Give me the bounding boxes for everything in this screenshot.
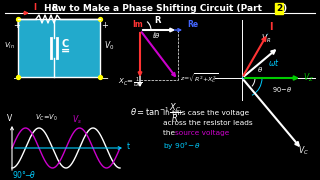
Text: C: C [61,39,68,49]
Text: $V_C\!=\!V_0$: $V_C\!=\!V_0$ [35,113,58,123]
Text: 2: 2 [276,4,282,13]
Text: =: = [61,46,70,56]
Text: $\omega t$: $\omega t$ [268,57,280,68]
Text: $90°\!\!-\!\!\theta$: $90°\!\!-\!\!\theta$ [12,169,36,180]
Text: Im: Im [132,20,143,29]
Text: V: V [7,114,12,123]
Text: +: + [101,21,108,30]
Text: $\theta = \tan^{-1}\dfrac{X_C}{R}$: $\theta = \tan^{-1}\dfrac{X_C}{R}$ [130,102,181,124]
Text: R: R [154,16,161,25]
Text: $\ell\theta$: $\ell\theta$ [152,30,161,40]
Text: the: the [163,130,177,136]
Text: I: I [269,22,273,32]
Text: $V_{in}$: $V_{in}$ [4,41,15,51]
Text: −: − [13,74,21,84]
Text: across the resistor leads: across the resistor leads [163,120,252,126]
Bar [18,19,100,77]
Text: by $90°\!-\!\theta$: by $90°\!-\!\theta$ [163,140,201,151]
Text: ): ) [282,4,286,13]
Text: $\theta$: $\theta$ [257,65,263,74]
Text: t: t [127,142,130,151]
Text: Re: Re [187,20,198,29]
Text: In this case the voltage: In this case the voltage [163,110,249,116]
Text: −: − [101,74,109,84]
Text: $V_C$: $V_C$ [298,145,309,157]
Text: $V_Z$: $V_Z$ [303,71,314,84]
Text: $90\!-\!\theta$: $90\!-\!\theta$ [272,85,292,94]
Text: $V_R$: $V_R$ [261,32,271,45]
Text: How to Make a Phase Shifting Circuit (Part: How to Make a Phase Shifting Circuit (Pa… [44,4,266,13]
Text: $X_C\!=\!\frac{1}{\omega C}$: $X_C\!=\!\frac{1}{\omega C}$ [118,76,142,90]
Text: $V_0$: $V_0$ [104,40,114,52]
Text: $z\!=\!\sqrt{R^2\!+\!X_C^2}$: $z\!=\!\sqrt{R^2\!+\!X_C^2}$ [180,72,218,86]
Text: R: R [51,4,58,13]
Text: $V_s$: $V_s$ [72,114,82,127]
Text: I: I [33,3,36,12]
Text: source voltage: source voltage [175,130,229,136]
Text: +: + [13,21,20,30]
